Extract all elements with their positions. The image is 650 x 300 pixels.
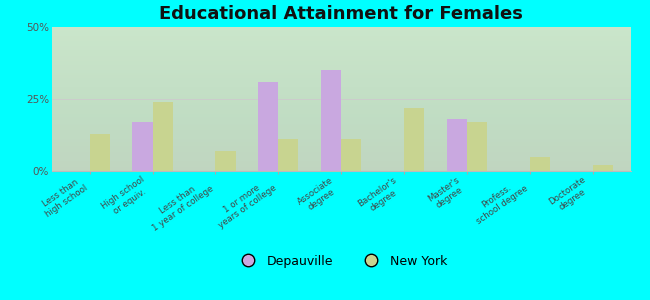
- Bar: [153, 102, 173, 171]
- Bar: [447, 119, 467, 171]
- Bar: [258, 82, 278, 171]
- Bar: [404, 108, 424, 171]
- Bar: [530, 157, 550, 171]
- Bar: [341, 139, 361, 171]
- Bar: [133, 122, 153, 171]
- Legend: Depauville, New York: Depauville, New York: [231, 250, 452, 273]
- Title: Educational Attainment for Females: Educational Attainment for Females: [159, 5, 523, 23]
- Bar: [278, 139, 298, 171]
- Bar: [467, 122, 487, 171]
- Bar: [90, 134, 110, 171]
- Bar: [321, 70, 341, 171]
- Bar: [593, 165, 613, 171]
- Bar: [216, 151, 235, 171]
